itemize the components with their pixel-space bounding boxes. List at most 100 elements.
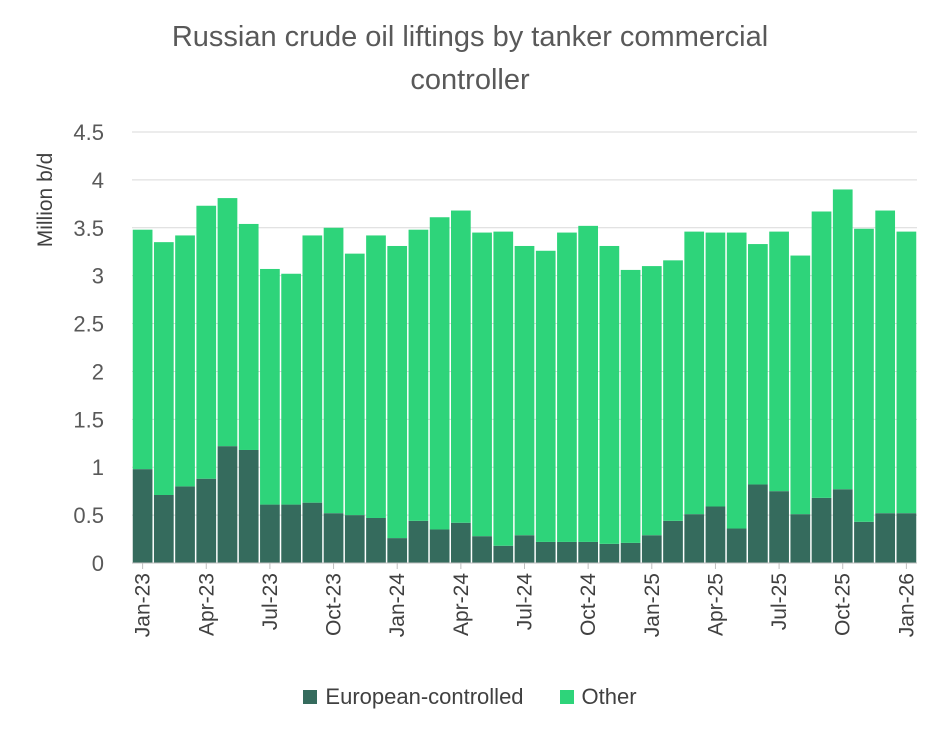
bar-european-controlled (599, 543, 620, 563)
bar-european-controlled (578, 541, 599, 563)
y-tick-label: 0 (92, 551, 104, 576)
bar-other (132, 229, 153, 470)
bar-other (281, 273, 301, 505)
bar-other (238, 223, 259, 450)
bar-european-controlled (302, 502, 323, 563)
bar-other (896, 231, 917, 514)
y-tick-label: 2 (92, 359, 104, 384)
legend-item-european: European-controlled (303, 684, 524, 710)
x-tick-label: Jan-25 (641, 573, 664, 637)
x-tick-label: Jul-25 (768, 573, 791, 630)
bar-other (832, 189, 853, 490)
bar-other (387, 245, 408, 539)
bar-other (450, 210, 471, 523)
bar-european-controlled (663, 520, 683, 563)
y-tick-label: 3 (92, 264, 104, 289)
bar-other (875, 210, 896, 514)
bar-european-controlled (620, 542, 641, 563)
legend: European-controlled Other (0, 684, 940, 710)
bar-european-controlled (366, 517, 386, 563)
bar-other (663, 260, 683, 521)
bar-other (217, 198, 238, 447)
bar-other (323, 227, 344, 514)
chart-title-line-1: Russian crude oil liftings by tanker com… (171, 21, 769, 53)
bar-other (153, 242, 174, 495)
y-tick-label: 3.5 (73, 216, 104, 241)
bar-other (557, 232, 577, 542)
bar-other (366, 235, 386, 518)
bar-european-controlled (535, 541, 556, 563)
bar-other (493, 231, 514, 546)
legend-item-other: Other (559, 684, 637, 710)
legend-label-european: European-controlled (325, 684, 524, 709)
y-tick-label: 1 (92, 455, 104, 480)
bar-european-controlled (896, 513, 917, 563)
bar-european-controlled (323, 513, 344, 563)
bar-other (302, 235, 323, 503)
x-tick-label: Jan-23 (132, 573, 155, 637)
bar-european-controlled (769, 491, 789, 563)
bar-other (175, 235, 195, 487)
x-tick-label: Oct-23 (323, 573, 346, 636)
x-tick-label: Apr-25 (704, 573, 727, 636)
bar-european-controlled (832, 489, 853, 563)
bar-european-controlled (684, 514, 705, 563)
bar-european-controlled (175, 486, 195, 563)
y-tick-label: 4 (92, 168, 104, 193)
bar-other (344, 253, 365, 516)
bar-european-controlled (493, 545, 514, 563)
bar-other (578, 225, 599, 542)
bar-european-controlled (875, 513, 896, 563)
y-tick-label: 2.5 (73, 312, 104, 337)
bar-european-controlled (217, 446, 238, 563)
bar-european-controlled (344, 515, 365, 563)
x-tick-label: Jan-26 (895, 573, 918, 637)
bar-other (726, 232, 747, 529)
bar-other (535, 250, 556, 542)
bar-other (599, 245, 620, 544)
bar-european-controlled (705, 506, 726, 563)
bar-european-controlled (641, 535, 662, 563)
chart-title-line-2: controller (410, 64, 530, 96)
bar-european-controlled (387, 538, 408, 563)
y-tick-label: 1.5 (73, 407, 104, 432)
bar-european-controlled (132, 469, 153, 563)
legend-swatch-other (559, 690, 574, 704)
bar-other (854, 228, 874, 522)
x-tick-label: Oct-24 (577, 573, 600, 636)
bar-other (641, 266, 662, 536)
bar-european-controlled (408, 520, 429, 563)
bar-other (196, 205, 217, 479)
bar-other (514, 245, 535, 536)
bar-other (811, 211, 832, 498)
bar-european-controlled (153, 494, 174, 563)
bar-other (408, 229, 429, 521)
x-tick-label: Apr-24 (450, 573, 473, 636)
bar-other (472, 232, 492, 537)
bar-other (705, 232, 726, 507)
bar-european-controlled (726, 528, 747, 563)
x-tick-label: Apr-23 (195, 573, 218, 636)
bar-european-controlled (281, 504, 301, 563)
bar-european-controlled (811, 497, 832, 563)
bar-european-controlled (472, 536, 492, 563)
bar-european-controlled (196, 478, 217, 563)
bar-european-controlled (238, 449, 259, 563)
bar-other (790, 255, 811, 515)
bar-european-controlled (557, 541, 577, 563)
bar-european-controlled (748, 484, 768, 563)
x-tick-label: Oct-25 (832, 573, 855, 636)
x-tick-label: Jan-24 (386, 573, 409, 638)
y-tick-label: 4.5 (73, 120, 104, 145)
bar-european-controlled (450, 522, 471, 563)
bar-other (769, 231, 789, 492)
bar-other (260, 268, 280, 505)
x-tick-label: Jul-23 (259, 573, 282, 630)
bar-other (684, 231, 705, 515)
bar-other (429, 217, 450, 530)
bar-european-controlled (854, 521, 874, 563)
bar-european-controlled (790, 514, 811, 563)
bar-european-controlled (260, 504, 280, 563)
